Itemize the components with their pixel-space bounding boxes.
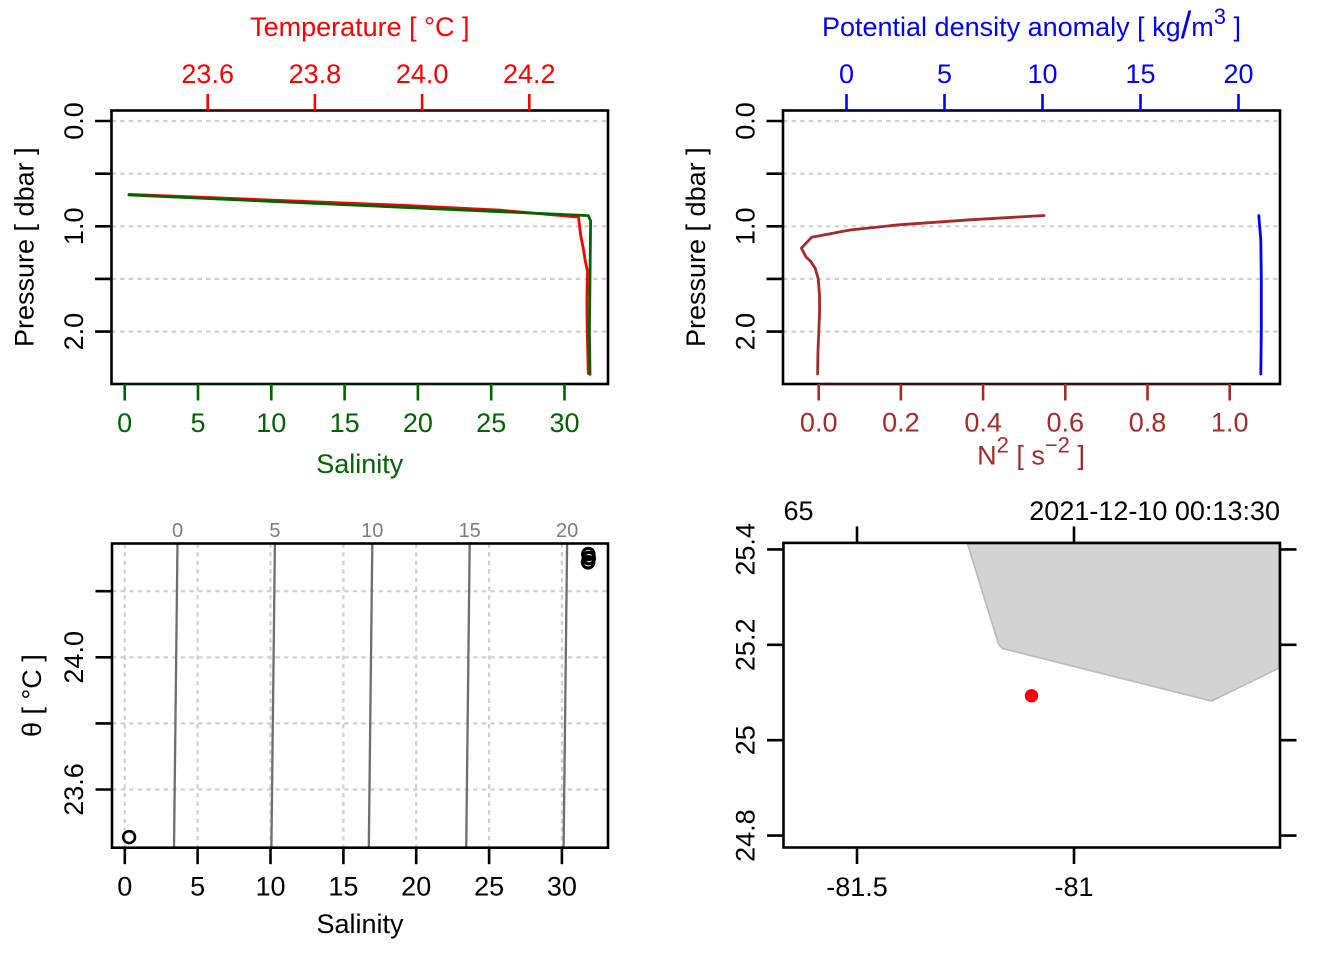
svg-text:5: 5 bbox=[190, 408, 205, 438]
svg-text:10: 10 bbox=[256, 408, 286, 438]
svg-text:5: 5 bbox=[937, 59, 952, 89]
svg-text:23.6: 23.6 bbox=[181, 59, 234, 89]
svg-text:θ [ °C ]: θ [ °C ] bbox=[17, 654, 47, 737]
svg-text:-81: -81 bbox=[1054, 872, 1093, 902]
svg-text:0: 0 bbox=[172, 520, 183, 542]
svg-text:5: 5 bbox=[269, 520, 280, 542]
svg-text:10: 10 bbox=[255, 872, 285, 902]
svg-text:20: 20 bbox=[403, 408, 433, 438]
svg-text:25.4: 25.4 bbox=[731, 523, 761, 576]
svg-text:24.0: 24.0 bbox=[59, 631, 89, 684]
svg-text:0.2: 0.2 bbox=[882, 408, 920, 438]
svg-text:24.8: 24.8 bbox=[731, 809, 761, 862]
svg-text:10: 10 bbox=[361, 520, 383, 542]
svg-text:0.0: 0.0 bbox=[59, 102, 89, 140]
svg-text:-81.5: -81.5 bbox=[826, 872, 888, 902]
svg-text:1.0: 1.0 bbox=[1211, 408, 1249, 438]
svg-text:24.2: 24.2 bbox=[503, 59, 556, 89]
svg-text:24.0: 24.0 bbox=[396, 59, 449, 89]
svg-text:Salinity: Salinity bbox=[316, 449, 404, 479]
svg-text:Pressure [ dbar ]: Pressure [ dbar ] bbox=[681, 147, 711, 347]
svg-text:0.8: 0.8 bbox=[1129, 408, 1167, 438]
svg-text:0.6: 0.6 bbox=[1047, 408, 1085, 438]
svg-text:Pressure [ dbar ]: Pressure [ dbar ] bbox=[10, 147, 40, 347]
svg-text:25: 25 bbox=[731, 725, 761, 755]
svg-text:25: 25 bbox=[474, 872, 504, 902]
svg-text:2.0: 2.0 bbox=[59, 313, 89, 351]
svg-text:0.0: 0.0 bbox=[800, 408, 838, 438]
svg-text:2021-12-10 00:13:30: 2021-12-10 00:13:30 bbox=[1029, 496, 1280, 526]
svg-text:0.0: 0.0 bbox=[731, 102, 761, 140]
svg-text:15: 15 bbox=[328, 872, 358, 902]
svg-text:0.4: 0.4 bbox=[964, 408, 1002, 438]
svg-text:30: 30 bbox=[547, 872, 577, 902]
svg-text:20: 20 bbox=[401, 872, 431, 902]
svg-text:15: 15 bbox=[459, 520, 481, 542]
svg-text:23.6: 23.6 bbox=[59, 763, 89, 816]
svg-text:25: 25 bbox=[476, 408, 506, 438]
svg-text:25.2: 25.2 bbox=[731, 619, 761, 672]
svg-text:23.8: 23.8 bbox=[289, 59, 342, 89]
svg-text:0: 0 bbox=[117, 872, 132, 902]
svg-text:Salinity: Salinity bbox=[316, 909, 404, 939]
svg-text:0: 0 bbox=[117, 408, 132, 438]
svg-text:5: 5 bbox=[190, 872, 205, 902]
svg-text:30: 30 bbox=[549, 408, 579, 438]
svg-text:20: 20 bbox=[556, 520, 578, 542]
svg-text:0: 0 bbox=[839, 59, 854, 89]
svg-text:10: 10 bbox=[1027, 59, 1057, 89]
svg-text:1.0: 1.0 bbox=[59, 208, 89, 246]
svg-text:65: 65 bbox=[784, 496, 814, 526]
svg-text:Potential density anomaly [ kg: Potential density anomaly [ kg/m3 ] bbox=[822, 4, 1241, 47]
svg-text:1.0: 1.0 bbox=[731, 208, 761, 246]
svg-text:15: 15 bbox=[1125, 59, 1155, 89]
svg-text:20: 20 bbox=[1223, 59, 1253, 89]
svg-text:15: 15 bbox=[330, 408, 360, 438]
svg-text:2.0: 2.0 bbox=[731, 313, 761, 351]
svg-text:Temperature [ °C ]: Temperature [ °C ] bbox=[250, 12, 469, 42]
